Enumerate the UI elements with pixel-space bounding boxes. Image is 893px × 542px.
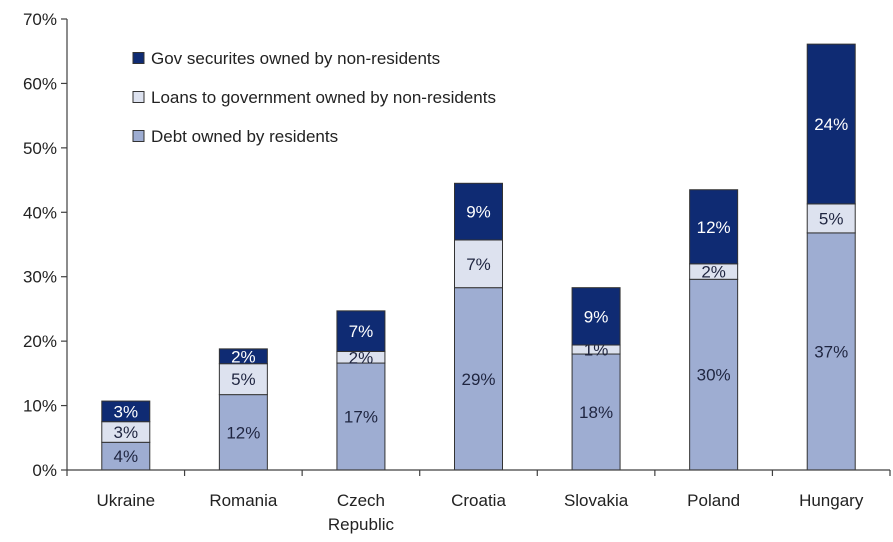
- legend-swatch: [132, 91, 145, 103]
- bar-segment: [689, 189, 739, 265]
- x-tick-label: Croatia: [451, 491, 506, 510]
- x-axis: Ukraine Romania Czech Republic Croatia Slovak…: [66, 469, 891, 534]
- x-tick-label: Poland: [687, 491, 740, 510]
- y-tick-label: 10%: [23, 397, 57, 416]
- bar-segment: [689, 278, 739, 471]
- y-tick-label: 60%: [23, 74, 57, 93]
- bar-segment: [101, 400, 151, 423]
- x-tick-label: Hungary: [799, 491, 864, 510]
- bar-segment: [336, 310, 386, 352]
- data-label: 2%: [701, 263, 726, 282]
- y-tick-label: 40%: [23, 203, 57, 222]
- bar-segment: [806, 203, 856, 234]
- data-label: 7%: [466, 255, 491, 274]
- data-label: 7%: [349, 322, 374, 341]
- y-axis: 0% 10% 20% 30% 40% 50% 60% 70%: [23, 10, 68, 480]
- data-label: 5%: [819, 209, 844, 228]
- y-tick-label: 50%: [23, 139, 57, 158]
- bar-segment: [336, 362, 386, 471]
- x-tick-label: Ukraine: [96, 491, 155, 510]
- data-label: 29%: [461, 370, 495, 389]
- legend-label: Loans to government owned by non-residen…: [151, 88, 496, 107]
- x-tick-label: Czech Republic: [328, 491, 395, 534]
- data-label: 18%: [579, 403, 613, 422]
- x-tick-label: Slovakia: [564, 491, 629, 510]
- x-tick-label: Romania: [209, 491, 278, 510]
- bar-segment: [218, 348, 268, 365]
- data-label: 2%: [231, 347, 256, 366]
- legend-swatch: [132, 130, 145, 142]
- bar-segment: [454, 182, 503, 241]
- data-label: 2%: [349, 348, 374, 367]
- legend-swatch: [132, 52, 145, 64]
- legend-label: Debt owned by residents: [151, 127, 338, 146]
- bar-segment: [218, 363, 268, 396]
- data-label: 24%: [814, 115, 848, 134]
- data-label: 9%: [466, 203, 491, 222]
- data-label: 17%: [344, 408, 378, 427]
- bar-segment: [571, 287, 621, 346]
- y-tick-label: 70%: [23, 10, 57, 29]
- data-label: 5%: [231, 370, 256, 389]
- y-tick-label: 0%: [32, 461, 57, 480]
- bars: 4%3%3%12%5%2%17%2%7%29%7%9%18%1%9%30%2%1…: [101, 43, 856, 471]
- legend-label: Gov securites owned by non-residents: [151, 49, 440, 68]
- data-label: 3%: [113, 423, 138, 442]
- y-tick-label: 30%: [23, 268, 57, 287]
- bar-segment: [806, 43, 856, 205]
- data-label: 37%: [814, 342, 848, 361]
- bar-segment: [218, 394, 268, 471]
- data-label: 12%: [697, 218, 731, 237]
- legend: Gov securites owned by non-residents Loan…: [132, 49, 496, 146]
- data-label: 9%: [584, 307, 609, 326]
- bar-segment: [454, 239, 503, 289]
- y-tick-label: 20%: [23, 332, 57, 351]
- data-label: 12%: [226, 423, 260, 442]
- data-label: 4%: [113, 447, 138, 466]
- data-label: 3%: [113, 402, 138, 421]
- data-label: 30%: [697, 366, 731, 385]
